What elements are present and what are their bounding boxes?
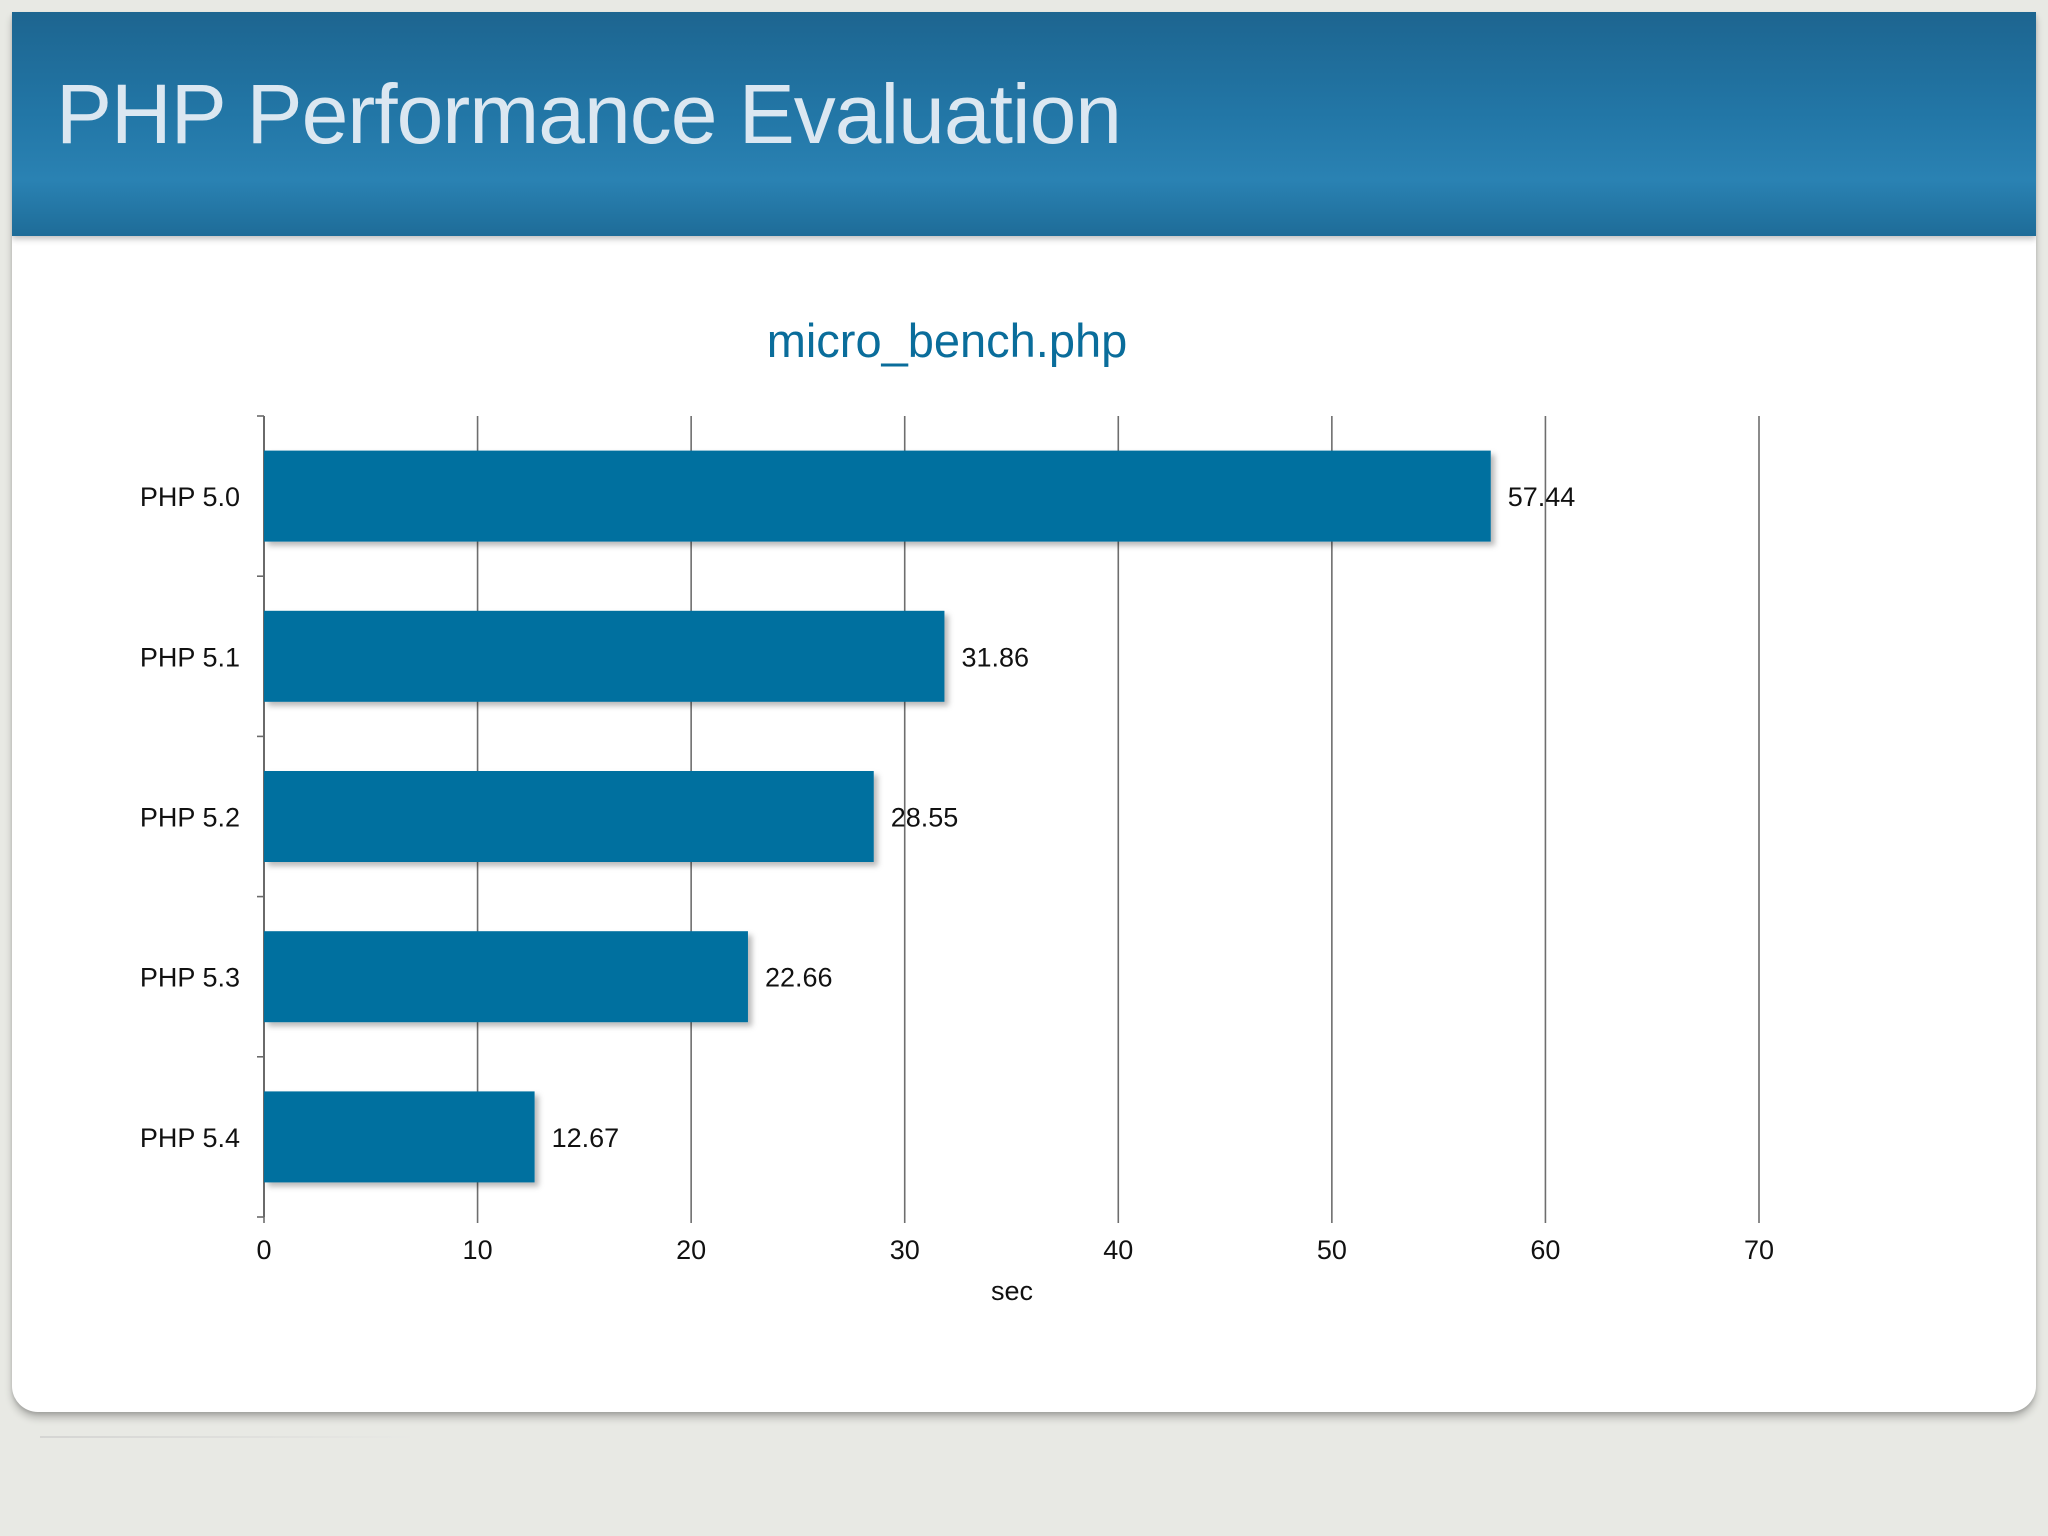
bar-value-label: 12.67: [552, 1123, 620, 1153]
bar-php-5-4: [264, 1091, 535, 1183]
y-category-label: PHP 5.0: [140, 482, 240, 512]
chart-title: micro_bench.php: [767, 314, 1128, 367]
x-tick-label: 70: [1744, 1235, 1774, 1265]
bar-value-label: 57.44: [1508, 482, 1576, 512]
x-tick-label: 30: [890, 1235, 920, 1265]
bar-php-5-2: [264, 771, 874, 862]
bar-php-5-3: [264, 931, 748, 1023]
bar-php-5-1: [264, 610, 945, 702]
bar-value-label: 31.86: [961, 642, 1029, 672]
bars: [264, 450, 1491, 1183]
labels: 0 10 20 30 40 50 60 70 PHP 5.0 57.44 PHP 5.1 31.86 P…: [140, 482, 1774, 1265]
y-category-label: PHP 5.2: [140, 803, 240, 833]
x-tick-label: 50: [1317, 1235, 1347, 1265]
y-category-label: PHP 5.1: [140, 642, 240, 672]
x-tick-label: 20: [676, 1235, 706, 1265]
header-band: PHP Performance Evaluation: [12, 12, 2036, 236]
y-category-label: PHP 5.3: [140, 963, 240, 993]
x-tick-label: 60: [1530, 1235, 1560, 1265]
footer-divider: [40, 1436, 410, 1438]
slide-title: PHP Performance Evaluation: [56, 67, 1122, 161]
bar-value-label: 22.66: [765, 963, 833, 993]
x-tick-label: 0: [256, 1235, 271, 1265]
bar-value-label: 28.55: [891, 803, 959, 833]
x-axis-label: sec: [991, 1276, 1033, 1306]
x-tick-label: 40: [1103, 1235, 1133, 1265]
x-tick-label: 10: [463, 1235, 493, 1265]
bar-php-5-0: [264, 450, 1491, 542]
y-category-label: PHP 5.4: [140, 1123, 240, 1153]
